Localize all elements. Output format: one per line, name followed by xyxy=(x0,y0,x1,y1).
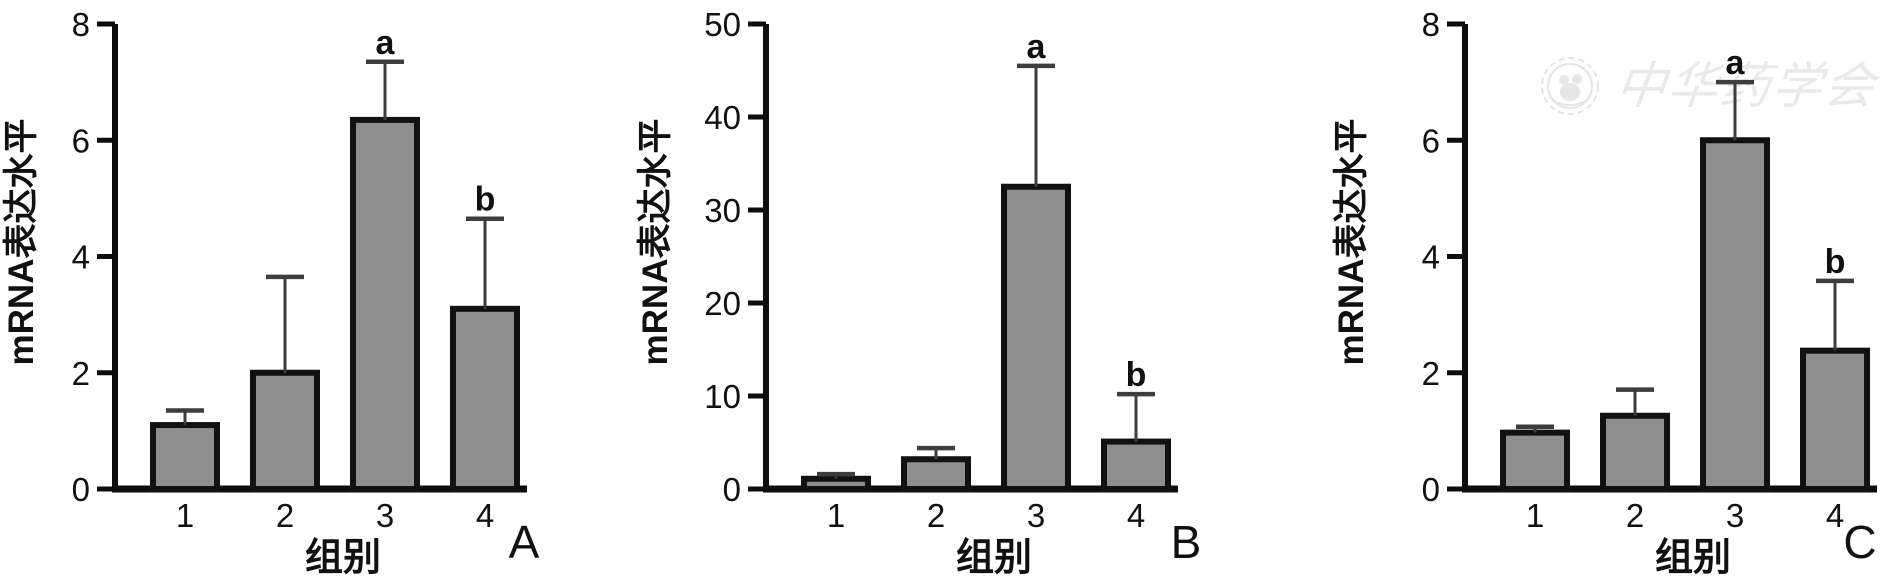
bar xyxy=(350,116,420,492)
bar xyxy=(1700,137,1770,492)
panel-label: A xyxy=(509,516,540,568)
x-axis-title: 组别 xyxy=(1655,537,1731,579)
y-axis-title: mRNA表达水平 xyxy=(2,119,41,366)
significance-label: a xyxy=(1726,44,1746,82)
panel-label: C xyxy=(1843,516,1876,568)
y-tick-label: 4 xyxy=(1422,239,1440,276)
y-tick-label: 30 xyxy=(704,192,741,229)
bar xyxy=(1001,183,1071,492)
x-tick-label: 2 xyxy=(1626,497,1644,534)
y-axis-title: mRNA表达水平 xyxy=(1332,119,1371,366)
bar xyxy=(1500,429,1570,492)
y-tick-label: 20 xyxy=(704,285,741,322)
x-axis-title: 组别 xyxy=(305,537,381,579)
y-tick-label: 0 xyxy=(72,471,90,508)
significance-label: b xyxy=(1126,356,1147,394)
bar xyxy=(250,369,320,492)
x-axis-title: 组别 xyxy=(956,537,1032,579)
y-tick-label: 50 xyxy=(704,6,741,43)
bar xyxy=(1600,412,1670,493)
x-tick-label: 1 xyxy=(1526,497,1544,534)
x-tick-label: 4 xyxy=(476,497,494,534)
x-tick-label: 1 xyxy=(176,497,194,534)
significance-label: b xyxy=(475,181,496,219)
y-tick-label: 0 xyxy=(1422,471,1440,508)
x-tick-label: 4 xyxy=(1826,497,1844,534)
x-tick-label: 3 xyxy=(1027,497,1045,534)
y-tick-label: 0 xyxy=(723,471,741,508)
bar xyxy=(901,456,971,492)
y-tick-label: 2 xyxy=(1422,355,1440,392)
y-tick-label: 8 xyxy=(1422,6,1440,43)
chart-panel-c: 0 2 4 6 8 1 2 a 3 b 4 组别 mRNA表达水平 C xyxy=(1332,6,1877,579)
y-tick-label: 6 xyxy=(72,122,90,159)
y-tick-label: 40 xyxy=(704,99,741,136)
chart-panel-a: 0 2 4 6 8 1 2 a 3 b 4 组别 mRNA表达水平 A xyxy=(2,6,540,579)
significance-label: a xyxy=(376,24,396,62)
significance-label: a xyxy=(1027,28,1047,66)
x-tick-label: 2 xyxy=(927,497,945,534)
y-tick-label: 2 xyxy=(72,355,90,392)
chart-panel-b: 0 10 20 30 40 50 1 2 a 3 b 4 组别 mRNA表达水平 B xyxy=(636,6,1201,579)
x-tick-label: 3 xyxy=(376,497,394,534)
bar xyxy=(1800,347,1870,492)
x-tick-label: 4 xyxy=(1127,497,1145,534)
panel-label: B xyxy=(1171,516,1202,568)
y-tick-label: 4 xyxy=(72,239,90,276)
y-tick-label: 10 xyxy=(704,378,741,415)
x-tick-label: 2 xyxy=(276,497,294,534)
bar xyxy=(150,422,220,492)
y-tick-label: 6 xyxy=(1422,122,1440,159)
x-tick-label: 1 xyxy=(827,497,845,534)
y-tick-label: 8 xyxy=(72,6,90,43)
x-tick-label: 3 xyxy=(1726,497,1744,534)
y-axis-title: mRNA表达水平 xyxy=(636,119,675,366)
bar xyxy=(1101,438,1171,493)
bar xyxy=(450,305,520,492)
bar xyxy=(801,475,871,492)
significance-label: b xyxy=(1825,243,1846,281)
